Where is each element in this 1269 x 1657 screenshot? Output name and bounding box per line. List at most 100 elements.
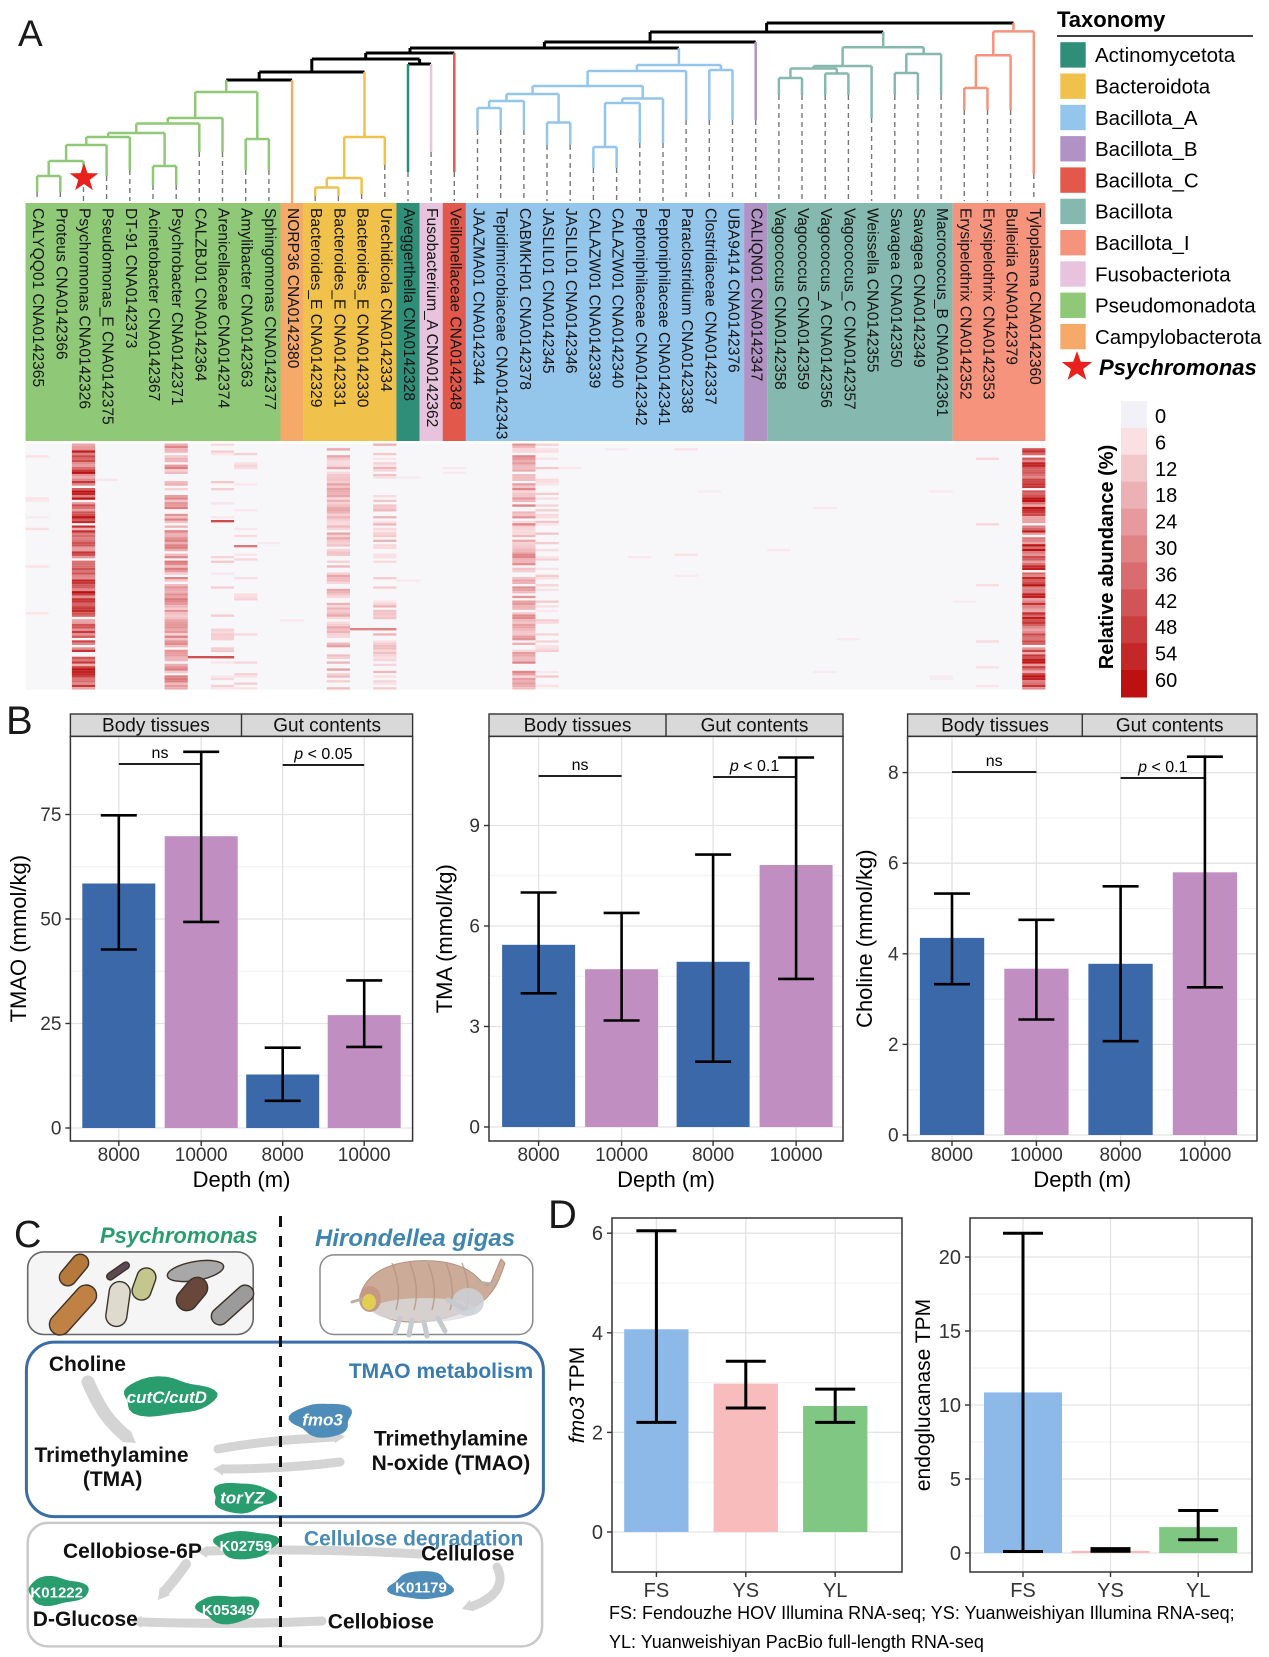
svg-text:D-Glucose: D-Glucose <box>33 1608 138 1631</box>
svg-text:N-oxide (TMAO): N-oxide (TMAO) <box>372 1452 531 1475</box>
svg-text:6: 6 <box>1155 432 1166 454</box>
svg-text:YL: YL <box>1186 1580 1210 1602</box>
svg-text:Paraclostridium CNA0142338: Paraclostridium CNA0142338 <box>678 208 695 413</box>
svg-text:Vagococcus_C CNA0142357: Vagococcus_C CNA0142357 <box>840 208 857 410</box>
svg-text:Body tissues: Body tissues <box>941 716 1049 737</box>
svg-text:DT-91 CNA0142373: DT-91 CNA0142373 <box>122 208 139 348</box>
svg-text:Bacteroidota: Bacteroidota <box>1095 76 1211 99</box>
svg-text:6: 6 <box>469 917 480 938</box>
svg-text:8000: 8000 <box>931 1145 973 1166</box>
svg-text:Arenicellaceae CNA0142374: Arenicellaceae CNA0142374 <box>215 208 232 409</box>
svg-text:Cellulose degradation: Cellulose degradation <box>304 1528 523 1551</box>
svg-text:Depth (m): Depth (m) <box>1033 1167 1131 1192</box>
svg-text:Taxonomy: Taxonomy <box>1057 7 1166 32</box>
svg-text:60: 60 <box>1155 670 1177 692</box>
svg-text:10000: 10000 <box>1010 1145 1063 1166</box>
svg-text:Psychromonas CNA0142326: Psychromonas CNA0142326 <box>76 208 93 409</box>
svg-text:Choline (mmol/kg): Choline (mmol/kg) <box>852 849 877 1027</box>
svg-text:TMA (mmol/kg): TMA (mmol/kg) <box>432 864 457 1013</box>
svg-text:4: 4 <box>888 944 899 965</box>
svg-text:JASLIL01 CNA0142346: JASLIL01 CNA0142346 <box>562 208 579 374</box>
svg-text:Gut contents: Gut contents <box>1116 716 1224 737</box>
svg-text:p < 0.1: p < 0.1 <box>1137 759 1187 776</box>
svg-text:Vagococcus CNA0142359: Vagococcus CNA0142359 <box>794 208 811 390</box>
svg-text:12: 12 <box>1155 459 1177 481</box>
svg-text:Vagococcus_A CNA0142356: Vagococcus_A CNA0142356 <box>817 208 834 408</box>
svg-text:8: 8 <box>888 763 899 784</box>
svg-text:K02759: K02759 <box>220 1538 273 1555</box>
svg-text:54: 54 <box>1155 644 1177 666</box>
svg-text:Weissella CNA0142355: Weissella CNA0142355 <box>864 208 881 373</box>
svg-text:Erysipelothrix CNA0142352: Erysipelothrix CNA0142352 <box>956 208 973 400</box>
svg-text:Body tissues: Body tissues <box>524 716 632 737</box>
svg-text:0: 0 <box>950 1543 961 1565</box>
svg-text:ns: ns <box>572 757 589 774</box>
svg-text:Aveggerthella CNA0142328: Aveggerthella CNA0142328 <box>400 208 417 401</box>
svg-text:Depth (m): Depth (m) <box>617 1167 715 1192</box>
svg-text:18: 18 <box>1155 485 1177 507</box>
svg-text:K05349: K05349 <box>202 1602 255 1619</box>
svg-text:Tepidimicrobiaceae CNA0142343: Tepidimicrobiaceae CNA0142343 <box>493 208 510 439</box>
svg-text:ns: ns <box>986 753 1003 770</box>
svg-text:2: 2 <box>888 1035 899 1056</box>
svg-text:Psychrobacter CNA0142371: Psychrobacter CNA0142371 <box>168 208 185 406</box>
svg-text:8000: 8000 <box>262 1145 304 1166</box>
svg-text:Psychromonas: Psychromonas <box>1099 355 1257 380</box>
svg-text:Fusobacterium_A CNA0142362: Fusobacterium_A CNA0142362 <box>423 208 440 427</box>
svg-text:10000: 10000 <box>338 1145 391 1166</box>
svg-text:Clostridiaceae CNA0142337: Clostridiaceae CNA0142337 <box>701 208 718 405</box>
svg-text:endoglucanase TPM: endoglucanase TPM <box>912 1299 935 1491</box>
svg-text:Bacteroides_E CNA0142331: Bacteroides_E CNA0142331 <box>330 208 347 407</box>
svg-text:8000: 8000 <box>517 1145 559 1166</box>
svg-text:6: 6 <box>888 854 899 875</box>
svg-text:Macrococcus_B CNA0142361: Macrococcus_B CNA0142361 <box>933 208 950 417</box>
svg-text:25: 25 <box>40 1014 61 1035</box>
svg-text:8000: 8000 <box>1099 1145 1141 1166</box>
svg-text:20: 20 <box>939 1247 961 1269</box>
svg-text:2: 2 <box>592 1422 603 1444</box>
svg-text:YS: YS <box>732 1580 759 1602</box>
svg-text:Sphingomonas CNA0142377: Sphingomonas CNA0142377 <box>261 208 278 410</box>
svg-text:10: 10 <box>939 1395 961 1417</box>
svg-text:Bacillota_B: Bacillota_B <box>1095 138 1198 161</box>
svg-text:5: 5 <box>950 1469 961 1491</box>
svg-text:CALZBJ01 CNA0142364: CALZBJ01 CNA0142364 <box>191 208 208 382</box>
svg-text:8000: 8000 <box>692 1145 734 1166</box>
svg-text:fmo3: fmo3 <box>302 1411 343 1430</box>
svg-text:D: D <box>548 1193 577 1237</box>
svg-text:Gut contents: Gut contents <box>273 716 381 737</box>
svg-text:TMAO (mmol/kg): TMAO (mmol/kg) <box>6 855 31 1022</box>
svg-text:FS: Fendouzhe HOV Illumina RNA: FS: Fendouzhe HOV Illumina RNA-seq; YS: … <box>609 1603 1235 1623</box>
svg-text:Depth (m): Depth (m) <box>193 1167 291 1192</box>
svg-text:Psychromonas: Psychromonas <box>100 1223 258 1248</box>
svg-text:JASLIL01 CNA0142345: JASLIL01 CNA0142345 <box>539 208 556 374</box>
svg-text:10000: 10000 <box>595 1145 648 1166</box>
svg-text:75: 75 <box>40 805 61 826</box>
svg-text:K01179: K01179 <box>395 1580 447 1597</box>
svg-text:10000: 10000 <box>175 1145 228 1166</box>
svg-text:Bacillota_C: Bacillota_C <box>1095 169 1199 192</box>
svg-text:Pseudomonas_E CNA0142375: Pseudomonas_E CNA0142375 <box>99 208 116 425</box>
svg-text:cutC/cutD: cutC/cutD <box>127 1388 207 1407</box>
svg-text:15: 15 <box>939 1321 961 1343</box>
svg-text:ns: ns <box>152 745 169 762</box>
svg-text:Peptoniphilaceae CNA0142342: Peptoniphilaceae CNA0142342 <box>632 208 649 426</box>
svg-text:CABMKH01 CNA0142378: CABMKH01 CNA0142378 <box>516 208 533 390</box>
svg-text:0: 0 <box>888 1126 899 1147</box>
svg-text:B: B <box>6 699 33 743</box>
svg-text:Trimethylamine: Trimethylamine <box>374 1428 528 1451</box>
svg-text:CALAZW01 CNA0142339: CALAZW01 CNA0142339 <box>585 208 602 388</box>
svg-text:8000: 8000 <box>98 1145 140 1166</box>
svg-text:Cellobiose: Cellobiose <box>328 1611 434 1634</box>
svg-text:0: 0 <box>51 1119 62 1140</box>
svg-text:Bacillota_A: Bacillota_A <box>1095 107 1198 130</box>
svg-text:Choline: Choline <box>49 1353 126 1376</box>
svg-text:3: 3 <box>469 1017 480 1038</box>
svg-text:YL: YL <box>823 1580 847 1602</box>
svg-text:48: 48 <box>1155 617 1177 639</box>
svg-text:Acinetobacter CNA0142367: Acinetobacter CNA0142367 <box>145 208 162 401</box>
svg-text:K01222: K01222 <box>30 1585 83 1602</box>
svg-text:fmo3 TPM: fmo3 TPM <box>566 1347 589 1443</box>
svg-text:NORP36 CNA0142380: NORP36 CNA0142380 <box>284 208 301 369</box>
svg-text:Amylibacter CNA0142363: Amylibacter CNA0142363 <box>238 208 255 387</box>
